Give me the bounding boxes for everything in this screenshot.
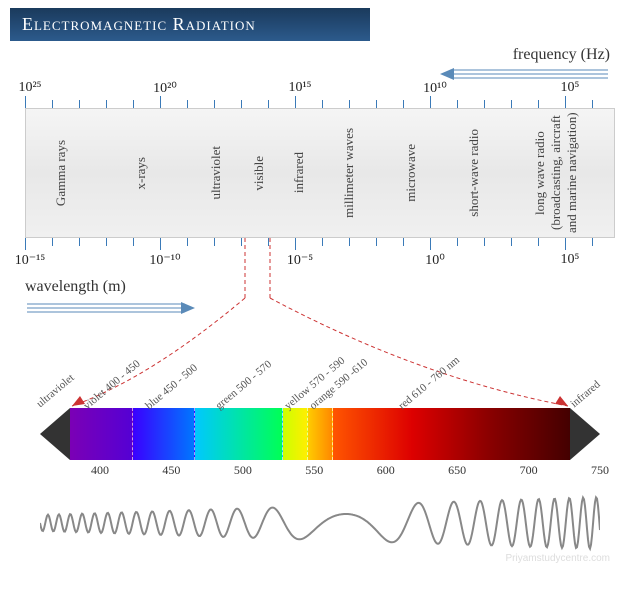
wave-tick: 10⁻¹⁰ [149,252,180,269]
ir-arrow-icon [570,408,600,460]
chirp-wave-icon [40,493,600,553]
band: microwave [371,109,451,237]
visible-tick: 500 [234,463,252,478]
freq-tick: 10²⁵ [18,80,41,96]
freq-tick: 10²⁰ [153,80,177,97]
visible-tick: 400 [91,463,109,478]
visible-tick: 450 [162,463,180,478]
visible-band-label: blue 450 - 500 [144,362,201,412]
frequency-label: frequency (Hz) [513,46,610,64]
wave-tick: 10⁰ [425,252,445,269]
visible-tick: 600 [377,463,395,478]
uv-arrow-icon [40,408,70,460]
visible-band-label: violet 400 - 450 [81,358,142,412]
visible-gradient [70,408,570,460]
visible-segment [283,408,308,460]
visible-segment [333,408,571,460]
band: visible [246,109,271,237]
wave-tick: 10⁻⁵ [287,252,313,269]
wave-tick: 10⁵ [561,252,580,268]
band: short-wave radio [451,109,496,237]
visible-tick: 750 [591,463,609,478]
uv-label: ultraviolet [34,372,76,410]
wavelength-arrow-icon [25,300,195,316]
visible-spectrum [40,408,600,460]
freq-tick: 10⁵ [561,80,580,96]
wavelength-label: wavelength (m) [25,278,126,296]
visible-tick: 700 [520,463,538,478]
wavelength-axis: 10⁻¹⁵10⁻¹⁰10⁻⁵10⁰10⁵ [25,238,615,266]
band: long wave radio (broadcasting, aircraft … [496,109,616,237]
frequency-axis: 10²⁵10²⁰10¹⁵10¹⁰10⁵ [25,80,615,108]
em-spectrum-block: Gamma raysx-raysultravioletvisibleinfrar… [25,108,615,238]
band: x-rays [96,109,186,237]
visible-segment [308,408,333,460]
visible-tick: 650 [448,463,466,478]
freq-tick: 10¹⁰ [423,80,447,97]
band: millimeter waves [326,109,371,237]
visible-segment [133,408,196,460]
band: infrared [271,109,326,237]
watermark: Priyamstudycentre.com [506,553,610,564]
title-bar: Electromagnetic Radiation [10,8,370,41]
wave-tick: 10⁻¹⁵ [15,252,45,269]
visible-segment [195,408,283,460]
visible-tick: 550 [305,463,323,478]
ir-label: infrared [568,378,602,410]
freq-tick: 10¹⁵ [288,80,311,96]
band: ultraviolet [186,109,246,237]
band: Gamma rays [26,109,96,237]
visible-band-label: red 610 - 760 nm [396,354,462,412]
visible-band-label: green 500 - 570 [214,358,275,412]
visible-segment [70,408,133,460]
